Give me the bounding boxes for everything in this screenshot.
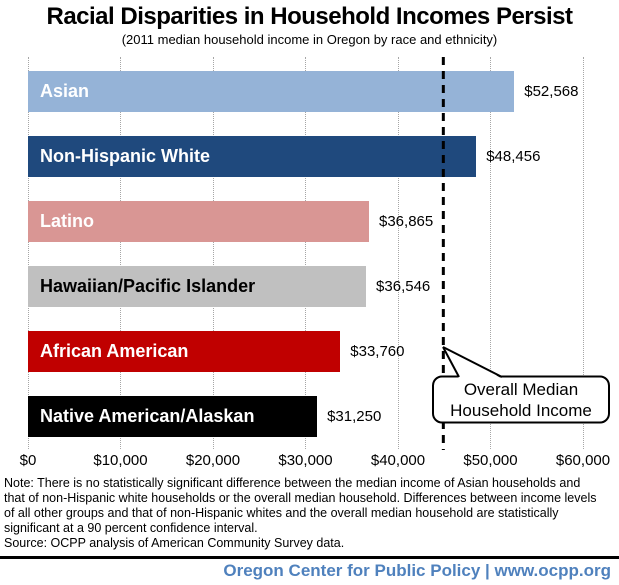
footer-divider [0, 556, 619, 559]
bar-value-label: $31,250 [327, 408, 382, 425]
x-axis-tick-label: $60,000 [555, 452, 611, 469]
note-line: of all other groups and that of non-Hisp… [4, 506, 559, 520]
x-axis-tick-label: $40,000 [370, 452, 426, 469]
bar-category-label: Native American/Alaskan [40, 406, 255, 426]
chart-title: Racial Disparities in Household Incomes … [46, 3, 573, 30]
vertical-gridline [305, 57, 306, 449]
vertical-gridline [120, 57, 121, 449]
vertical-gridline [27, 57, 29, 449]
bar-asian: Asian [28, 71, 515, 112]
callout-label-line2: Household Income [450, 400, 592, 420]
bar-latino: Latino [28, 201, 369, 242]
x-axis-tick-label: $50,000 [463, 452, 518, 469]
bar-value-label: $33,760 [350, 343, 405, 360]
vertical-gridline [582, 57, 584, 449]
callout-label: Overall Median Household Income [433, 377, 609, 422]
x-axis-tick-label: $20,000 [185, 452, 241, 469]
x-axis-tick-label: $10,000 [93, 452, 148, 469]
chart-subtitle: (2011 median household income in Oregon … [121, 32, 498, 47]
bar-non-hispanic-white: Non-Hispanic White [28, 136, 477, 177]
callout-tail-right-edge [442, 346, 503, 378]
callout-label-line1: Overall Median [463, 379, 579, 399]
note-line: significant at a 90 percent confidence i… [4, 521, 258, 535]
bar-african-american: African American [28, 331, 341, 372]
note-line: that of non-Hispanic white households or… [4, 491, 597, 505]
vertical-gridline [490, 57, 491, 449]
bar-value-label: $36,865 [379, 213, 434, 230]
bar-category-label: Non-Hispanic White [40, 146, 210, 166]
bar-native-american-alaskan: Native American/Alaskan [28, 396, 318, 437]
bar-category-label: Asian [40, 81, 90, 101]
x-axis-tick-label: $30,000 [278, 452, 333, 469]
bar-category-label: Hawaiian/Pacific Islander [40, 276, 256, 296]
bar-hawaiian-pacific-islander: Hawaiian/Pacific Islander [28, 266, 367, 307]
vertical-gridline [212, 57, 214, 449]
note-line: Note: There is no statistically signific… [4, 476, 581, 490]
bar-value-label: $48,456 [486, 148, 541, 165]
note-text: Note: There is no statistically signific… [4, 476, 618, 551]
x-axis-tick-label: $0 [19, 452, 37, 469]
vertical-gridline [397, 57, 399, 449]
bar-category-label: African American [40, 341, 189, 361]
source-line: Source: OCPP analysis of American Commun… [4, 536, 345, 550]
bar-value-label: $36,546 [376, 278, 431, 295]
bar-value-label: $52,568 [524, 83, 579, 100]
callout-tail-left-edge [442, 346, 460, 378]
footer-organization-url: Oregon Center for Public Policy | www.oc… [223, 561, 611, 580]
callout-tail-fill [443, 347, 502, 379]
bar-category-label: Latino [40, 211, 94, 231]
